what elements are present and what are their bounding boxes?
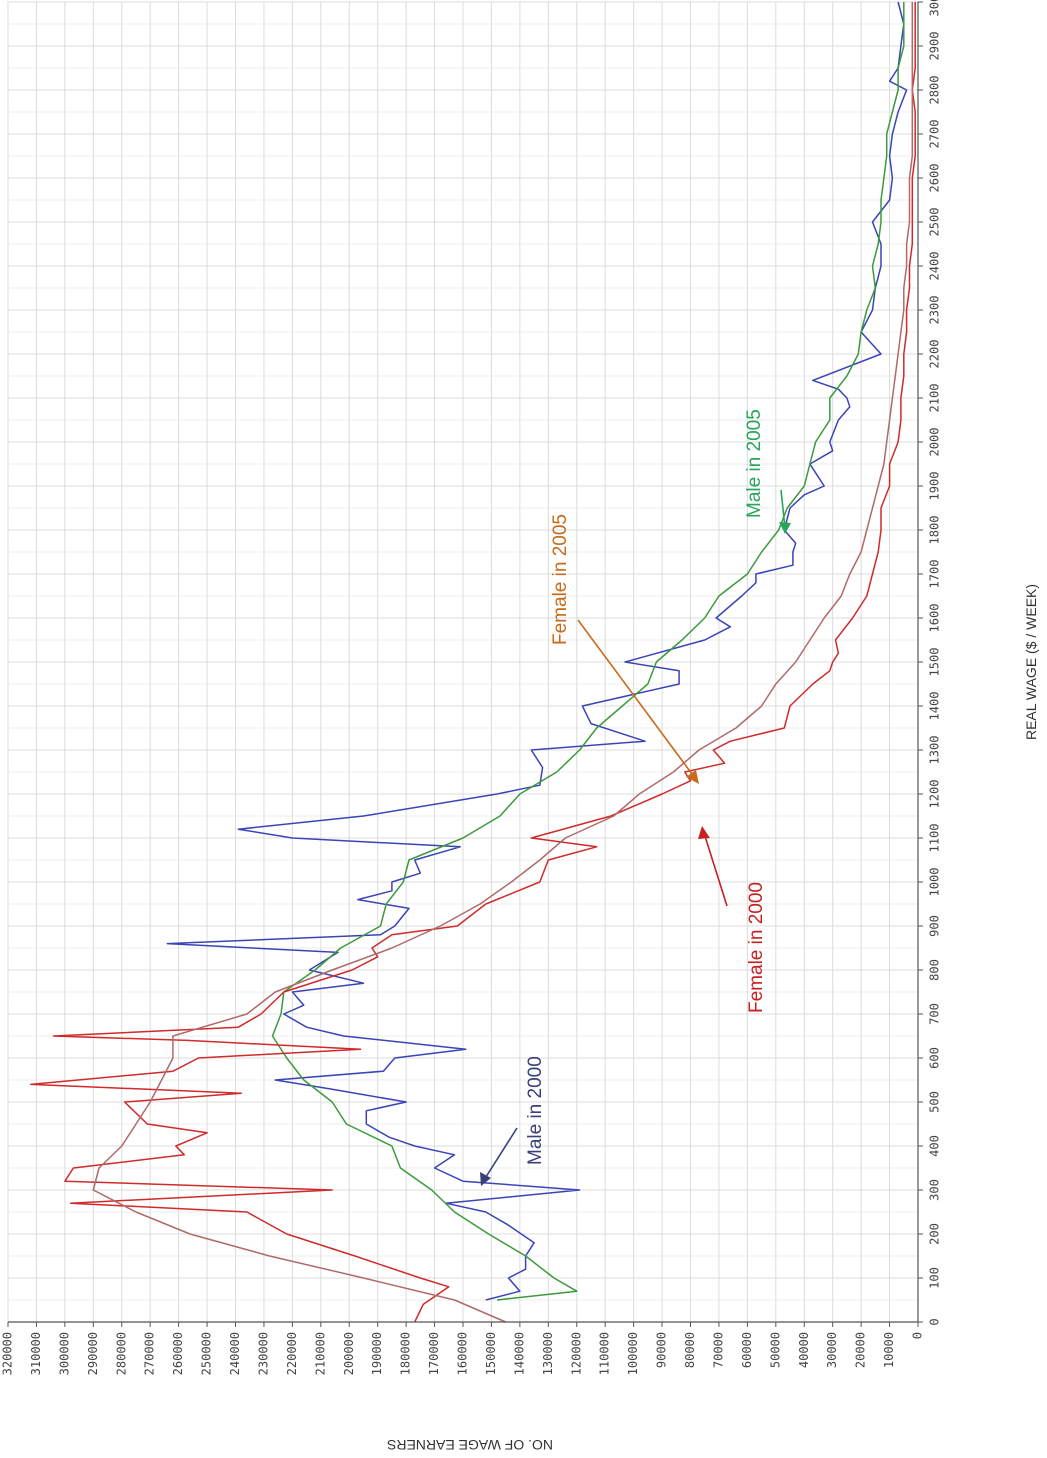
annotation-male-2005: Male in 2005	[744, 409, 791, 534]
series-line-female-in-2005	[92, 2, 914, 1323]
x-tick-label: 1000	[928, 868, 942, 897]
annotation-label: Male in 2000	[525, 1056, 546, 1165]
y-tick-label: 70000	[711, 1332, 725, 1368]
x-tick-label: 2300	[928, 296, 942, 325]
y-tick-label: 210000	[313, 1332, 327, 1375]
x-tick-label: 1600	[928, 604, 942, 633]
y-tick-label: 60000	[740, 1332, 754, 1368]
series-line-male-in-2000	[166, 1, 908, 1301]
y-tick-label: 270000	[143, 1332, 157, 1375]
y-tick-label: 290000	[86, 1332, 100, 1375]
y-tick-label: 300000	[57, 1332, 71, 1375]
y-tick-label: 150000	[484, 1332, 498, 1375]
annotation-male-2000: Male in 2000	[480, 1056, 546, 1186]
y-tick-label: 130000	[541, 1332, 555, 1375]
y-tick-label: 310000	[29, 1332, 43, 1375]
x-tick-label: 2500	[928, 208, 942, 237]
x-tick-label: 500	[928, 1091, 942, 1113]
x-tick-label: 1100	[928, 824, 942, 853]
x-tick-label: 2200	[928, 340, 942, 369]
x-tick-label: 0	[928, 1318, 942, 1325]
y-axis-title: NO. OF WAGE EARNERS	[387, 1437, 553, 1453]
x-tick-label: 1400	[928, 692, 942, 721]
y-tick-label: 50000	[768, 1332, 782, 1368]
series-line-male-in-2005	[271, 2, 905, 1301]
y-tick-label: 170000	[427, 1332, 441, 1375]
y-tick-label: 220000	[285, 1332, 299, 1375]
y-tick-label: 20000	[854, 1332, 868, 1368]
x-tick-label: 2800	[928, 76, 942, 105]
grid	[7, 1, 919, 1323]
x-tick-label: 2000	[928, 428, 942, 457]
annotation-label: Female in 2000	[746, 882, 767, 1013]
x-tick-label: 1300	[928, 736, 942, 765]
annotation-female-2005: Female in 2005	[550, 514, 699, 784]
y-tick-label: 0	[911, 1332, 925, 1339]
x-tick-label: 1900	[928, 472, 942, 501]
x-tick-label: 2100	[928, 384, 942, 413]
x-tick-label: 2400	[928, 252, 942, 281]
y-tick-label: 250000	[200, 1332, 214, 1375]
x-axis-title: REAL WAGE ($ / WEEK)	[1023, 584, 1039, 740]
x-tick-label: 600	[928, 1047, 942, 1069]
y-tick-label: 90000	[655, 1332, 669, 1368]
y-tick-label: 160000	[456, 1332, 470, 1375]
x-tick-label: 2600	[928, 164, 942, 193]
x-tick-label: 1500	[928, 648, 942, 677]
y-tick-label: 80000	[683, 1332, 697, 1368]
x-tick-label: 100	[928, 1267, 942, 1289]
x-tick-label: 800	[928, 959, 942, 981]
y-tick-label: 320000	[1, 1332, 15, 1375]
y-tick-label: 280000	[114, 1332, 128, 1375]
y-tick-label: 30000	[825, 1332, 839, 1368]
x-tick-label: 700	[928, 1003, 942, 1025]
y-tick-label: 110000	[598, 1332, 612, 1375]
y-tick-label: 260000	[171, 1332, 185, 1375]
y-axis-ticks: 0 10000 20000 30000 40000 50000 60000 70000 8000…	[1, 1322, 925, 1375]
x-tick-label: 3000	[928, 0, 942, 16]
y-tick-label: 40000	[797, 1332, 811, 1368]
x-tick-label: 400	[928, 1135, 942, 1157]
x-tick-label: 900	[928, 915, 942, 937]
x-tick-label: 2900	[928, 32, 942, 61]
x-tick-label: 1800	[928, 516, 942, 545]
y-tick-label: 140000	[512, 1332, 526, 1375]
x-tick-label: 1200	[928, 780, 942, 809]
x-axis-ticks: 0 100 200 300 400 500 600 700 800 900 1000 1100 1200…	[918, 0, 942, 1326]
y-tick-label: 120000	[569, 1332, 583, 1375]
y-tick-label: 230000	[256, 1332, 270, 1375]
annotation-label: Male in 2005	[744, 409, 765, 518]
annotation-female-2000: Female in 2000	[698, 826, 767, 1013]
y-tick-label: 180000	[399, 1332, 413, 1375]
x-tick-label: 300	[928, 1179, 942, 1201]
annotation-label: Female in 2005	[550, 514, 571, 645]
y-tick-label: 10000	[882, 1332, 896, 1368]
y-tick-label: 240000	[228, 1332, 242, 1375]
x-tick-label: 1700	[928, 560, 942, 589]
y-tick-label: 190000	[370, 1332, 384, 1375]
x-tick-label: 200	[928, 1223, 942, 1245]
x-tick-label: 2700	[928, 120, 942, 149]
y-tick-label: 200000	[342, 1332, 356, 1375]
y-tick-label: 100000	[626, 1332, 640, 1375]
